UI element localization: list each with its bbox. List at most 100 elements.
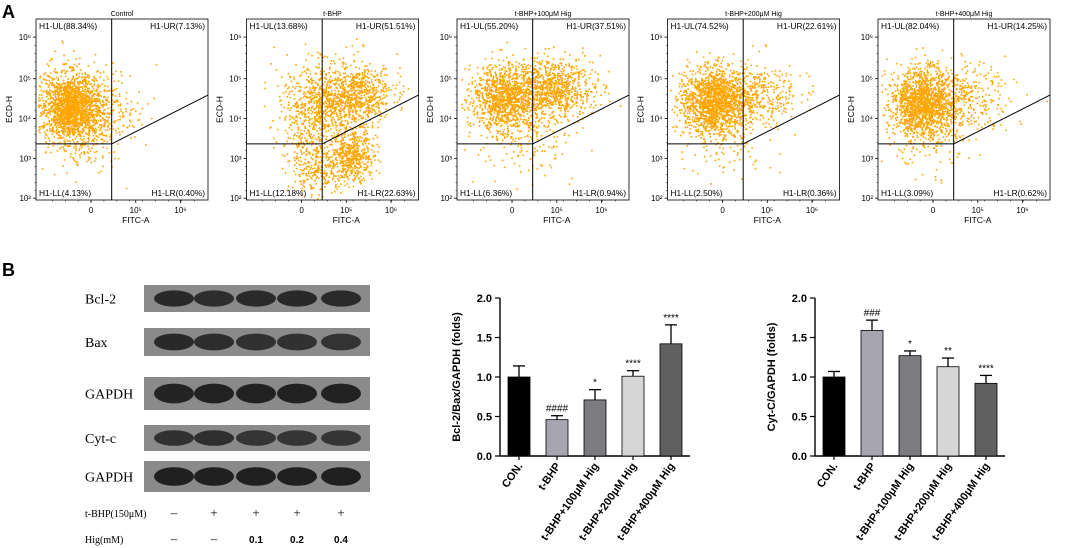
blot-row-label: GAPDH bbox=[85, 471, 133, 486]
x-tick-label: 10⁶ bbox=[806, 206, 818, 215]
quadrant-label-ll: H1-LL(2.50%) bbox=[671, 188, 723, 198]
y-tick-label: 10⁵ bbox=[650, 75, 662, 84]
x-axis-label: FITC-A bbox=[122, 215, 150, 225]
flow-plot-frame bbox=[456, 18, 630, 201]
y-tick-label: 10⁵ bbox=[440, 75, 452, 84]
quadrant-label-lr: H1-LR(22.63%) bbox=[357, 188, 415, 198]
y-axis-label: Cyt-C/GAPDH (folds) bbox=[766, 322, 778, 431]
treatment-value: + bbox=[293, 505, 300, 520]
significance-label: ### bbox=[864, 308, 881, 319]
panel-a-letter: A bbox=[2, 2, 15, 22]
y-tick-label: 10² bbox=[230, 194, 242, 203]
blot-band bbox=[321, 467, 361, 486]
panel-b-letter: B bbox=[2, 260, 15, 280]
y-axis-label: ECD-H bbox=[636, 96, 646, 123]
y-tick-label: 10⁵ bbox=[229, 75, 241, 84]
blot-band bbox=[154, 383, 194, 404]
y-tick-label: 10⁴ bbox=[229, 115, 242, 124]
blot-row-2: Bax bbox=[85, 328, 370, 356]
x-axis-label: FITC-A bbox=[543, 215, 571, 225]
blot-band bbox=[236, 383, 276, 404]
y-tick-label: 10³ bbox=[861, 154, 873, 163]
treatment-value: 0.4 bbox=[334, 535, 348, 546]
category-label: t-BHP bbox=[536, 461, 563, 493]
blot-band bbox=[321, 430, 361, 446]
blot-row-3: GAPDH bbox=[85, 377, 370, 410]
bar bbox=[936, 366, 960, 457]
treatment-value: 0.1 bbox=[249, 535, 263, 546]
gate-diagonal-line bbox=[111, 94, 209, 145]
y-tick-label: 1.5 bbox=[477, 333, 492, 345]
flow-plot-title: Control bbox=[111, 11, 134, 18]
x-tick-label: 10⁶ bbox=[595, 206, 607, 215]
flow-plot-frame bbox=[667, 18, 840, 201]
flow-plot-2: t-BHP H1-UL(13.68%) H1-UR(51.51%) H1-LL(12.… bbox=[215, 11, 419, 225]
flow-plot-title: t-BHP+100μM Hig bbox=[515, 11, 572, 18]
flow-dots bbox=[880, 47, 1048, 184]
blot-band bbox=[277, 430, 317, 446]
bar bbox=[583, 399, 607, 457]
blot-band bbox=[277, 383, 317, 404]
bar bbox=[659, 343, 683, 457]
blot-band bbox=[194, 430, 234, 446]
quadrant-label-ll: H1-LL(12.18%) bbox=[250, 188, 307, 198]
y-tick-label: 0.0 bbox=[477, 451, 492, 463]
y-axis-label: ECD-H bbox=[4, 96, 14, 123]
significance-label: * bbox=[593, 378, 597, 389]
x-tick-label: 0 bbox=[89, 206, 94, 215]
flow-plot-frame bbox=[35, 18, 209, 201]
treatment-value: – bbox=[210, 531, 218, 546]
treatment-value: 0.2 bbox=[290, 535, 304, 546]
y-tick-label: 10⁵ bbox=[19, 75, 31, 84]
y-tick-label: 10³ bbox=[440, 154, 452, 163]
y-axis-label: ECD-H bbox=[215, 96, 225, 123]
quadrant-label-lr: H1-LR(0.94%) bbox=[572, 188, 626, 198]
treatment-value: – bbox=[170, 505, 178, 520]
blot-band bbox=[154, 430, 194, 446]
y-tick-label: 10³ bbox=[651, 154, 663, 163]
treatment-value: + bbox=[337, 505, 344, 520]
y-tick-label: 10³ bbox=[230, 154, 242, 163]
blot-band bbox=[194, 383, 234, 404]
significance-label: **** bbox=[978, 363, 994, 374]
treatment-value: + bbox=[252, 505, 259, 520]
y-tick-label: 1.0 bbox=[477, 372, 492, 384]
y-tick-label: 10⁴ bbox=[19, 115, 32, 124]
blot-band bbox=[277, 333, 317, 351]
blot-band bbox=[154, 290, 194, 307]
flow-plot-frame bbox=[246, 18, 419, 201]
flow-plot-3: t-BHP+100μM Hig H1-UL(55.20%) H1-UR(37.51%… bbox=[425, 11, 630, 225]
blot-band bbox=[154, 333, 194, 351]
category-label: CON. bbox=[500, 461, 526, 490]
flow-plot-4: t-BHP+200μM Hig H1-UL(74.52%) H1-UR(22.61%… bbox=[636, 11, 840, 225]
flow-dots bbox=[670, 44, 814, 185]
y-tick-label: 10² bbox=[861, 194, 873, 203]
x-tick-label: 10⁵ bbox=[340, 206, 352, 215]
quadrant-label-ul: H1-UL(82.04%) bbox=[881, 21, 939, 31]
blot-band bbox=[321, 383, 361, 404]
blot-row-label: Bax bbox=[85, 336, 108, 351]
blot-row-1: Bcl-2 bbox=[85, 285, 370, 312]
quadrant-label-ul: H1-UL(88.34%) bbox=[39, 21, 97, 31]
y-tick-label: 10⁶ bbox=[861, 33, 873, 42]
quadrant-label-ur: H1-UR(14.25%) bbox=[987, 21, 1047, 31]
y-tick-label: 10⁶ bbox=[440, 33, 452, 42]
blot-band bbox=[194, 333, 234, 351]
x-tick-label: 10⁵ bbox=[761, 206, 773, 215]
y-tick-label: 10² bbox=[651, 194, 663, 203]
significance-label: **** bbox=[663, 313, 679, 324]
quadrant-label-ur: H1-UR(37.51%) bbox=[566, 21, 626, 31]
x-tick-label: 10⁶ bbox=[385, 206, 397, 215]
y-tick-label: 0.0 bbox=[792, 451, 807, 463]
y-tick-label: 10² bbox=[19, 194, 31, 203]
flow-plot-title: t-BHP+400μM Hig bbox=[936, 11, 993, 18]
flow-plot-1: Control H1-UL(88.34%) H1-UR(7.13%) H1-LL(4.… bbox=[4, 11, 209, 225]
blot-band bbox=[236, 467, 276, 486]
significance-label: #### bbox=[546, 404, 569, 415]
quadrant-label-ur: H1-UR(7.13%) bbox=[150, 21, 205, 31]
y-tick-label: 2.0 bbox=[792, 293, 807, 305]
gate-diagonal-line bbox=[742, 94, 840, 145]
quadrant-label-ur: H1-UR(22.61%) bbox=[777, 21, 837, 31]
category-label: CON. bbox=[815, 461, 841, 490]
